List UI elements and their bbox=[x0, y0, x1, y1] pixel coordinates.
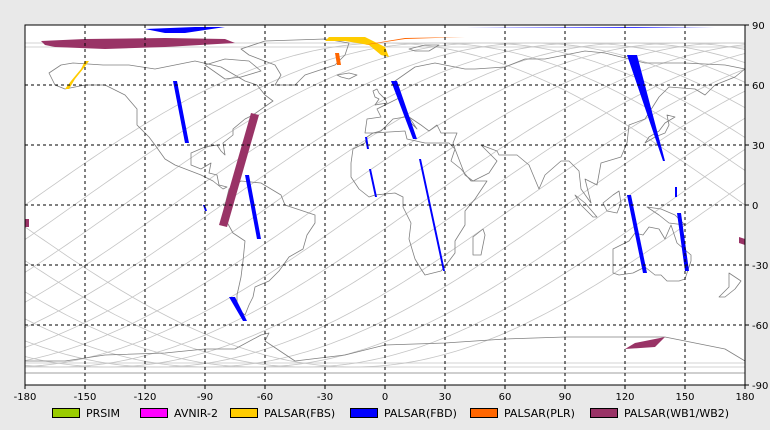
legend-item-avnir2: AVNIR-2 bbox=[140, 403, 218, 423]
acquisition-swaths bbox=[25, 27, 745, 349]
x-tick-label: -30 bbox=[317, 392, 333, 403]
orbit-track bbox=[24, 117, 746, 368]
swath bbox=[627, 195, 647, 273]
swath bbox=[245, 175, 261, 239]
swath bbox=[419, 159, 445, 271]
legend-label: PRSIM bbox=[86, 406, 120, 420]
latitude-ticks: 90 60 30 0 -30 -60 -90 bbox=[745, 21, 768, 392]
landmass-south-america bbox=[222, 180, 316, 316]
legend-swatch bbox=[140, 408, 168, 418]
landmass-north-america bbox=[48, 60, 274, 190]
legend-item-palsar-wb: PALSAR(WB1/WB2) bbox=[590, 403, 729, 423]
y-tick-label: -90 bbox=[752, 381, 768, 392]
swath bbox=[391, 81, 417, 139]
x-tick-label: -60 bbox=[257, 392, 273, 403]
landmass-eurasia bbox=[364, 50, 746, 204]
x-tick-label: 60 bbox=[499, 392, 512, 403]
x-tick-label: 30 bbox=[439, 392, 452, 403]
legend-item-palsar-fbd: PALSAR(FBD) bbox=[350, 403, 457, 423]
landmass-indonesia-sumatra bbox=[574, 194, 598, 218]
landmass-new-zealand bbox=[718, 272, 742, 298]
y-tick-label: -30 bbox=[752, 261, 768, 272]
orbit-track bbox=[24, 53, 746, 368]
legend-swatch bbox=[230, 408, 258, 418]
swath bbox=[625, 337, 665, 349]
swath bbox=[369, 169, 377, 197]
x-tick-label: 180 bbox=[735, 392, 754, 403]
swath bbox=[229, 297, 247, 321]
y-tick-label: 60 bbox=[752, 81, 765, 92]
swath bbox=[145, 27, 225, 33]
legend-label: PALSAR(WB1/WB2) bbox=[624, 406, 730, 420]
x-tick-label: 120 bbox=[615, 392, 634, 403]
y-tick-label: -60 bbox=[752, 321, 768, 332]
x-tick-label: 90 bbox=[559, 392, 572, 403]
swath bbox=[739, 237, 745, 245]
landmass-baffin bbox=[204, 58, 262, 80]
landmass-britain bbox=[372, 88, 388, 106]
swath bbox=[365, 37, 465, 45]
legend-swatch bbox=[590, 408, 618, 418]
legend-label: PALSAR(FBD) bbox=[384, 406, 457, 420]
legend-label: PALSAR(FBS) bbox=[264, 406, 336, 420]
legend-item-palsar-plr: PALSAR(PLR) bbox=[470, 403, 575, 423]
swath bbox=[365, 137, 369, 149]
longitude-ticks: -180 -150 -120 -90 -60 -30 0 30 60 90 120 150 180 bbox=[14, 385, 755, 403]
swath bbox=[627, 55, 665, 161]
x-tick-label: -120 bbox=[134, 392, 157, 403]
legend-item-palsar-fbs: PALSAR(FBS) bbox=[230, 403, 335, 423]
legend-swatch bbox=[470, 408, 498, 418]
swath bbox=[25, 219, 29, 227]
y-tick-label: 90 bbox=[752, 21, 765, 32]
y-tick-label: 30 bbox=[752, 141, 765, 152]
legend-item-prism: PRSIM bbox=[52, 403, 120, 423]
landmass-indonesia-borneo bbox=[602, 190, 622, 214]
lat-lon-grid bbox=[25, 25, 745, 385]
legend: PRSIM AVNIR-2 PALSAR(FBS) PALSAR(FBD) PA… bbox=[0, 403, 770, 423]
landmass-madagascar bbox=[472, 228, 486, 256]
swath bbox=[65, 61, 89, 89]
swath bbox=[465, 27, 715, 28]
swath bbox=[173, 81, 189, 143]
legend-label: PALSAR(PLR) bbox=[504, 406, 575, 420]
swath bbox=[41, 38, 235, 49]
swath bbox=[675, 187, 677, 197]
x-tick-label: -90 bbox=[197, 392, 213, 403]
legend-label: AVNIR-2 bbox=[174, 406, 218, 420]
landmass-svalbard bbox=[408, 44, 440, 52]
swath bbox=[677, 213, 689, 271]
coastlines bbox=[24, 38, 746, 374]
landmass-australia bbox=[612, 224, 692, 282]
swath bbox=[219, 113, 259, 227]
landmass-antarctica bbox=[24, 332, 746, 374]
x-tick-label: -180 bbox=[14, 392, 37, 403]
legend-swatch bbox=[350, 408, 378, 418]
y-tick-label: 0 bbox=[752, 201, 758, 212]
x-tick-label: 0 bbox=[382, 392, 388, 403]
landmass-africa bbox=[350, 130, 488, 276]
swath bbox=[335, 53, 341, 65]
x-tick-label: -150 bbox=[74, 392, 97, 403]
landmass-iceland bbox=[336, 72, 358, 80]
legend-swatch bbox=[52, 408, 80, 418]
x-tick-label: 150 bbox=[675, 392, 694, 403]
swath bbox=[325, 37, 389, 57]
